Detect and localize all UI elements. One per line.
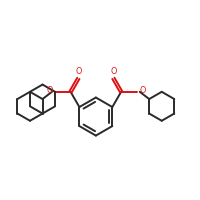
Text: O: O bbox=[139, 86, 146, 95]
Text: O: O bbox=[110, 67, 117, 76]
Text: O: O bbox=[75, 67, 82, 76]
Text: O: O bbox=[46, 86, 53, 95]
